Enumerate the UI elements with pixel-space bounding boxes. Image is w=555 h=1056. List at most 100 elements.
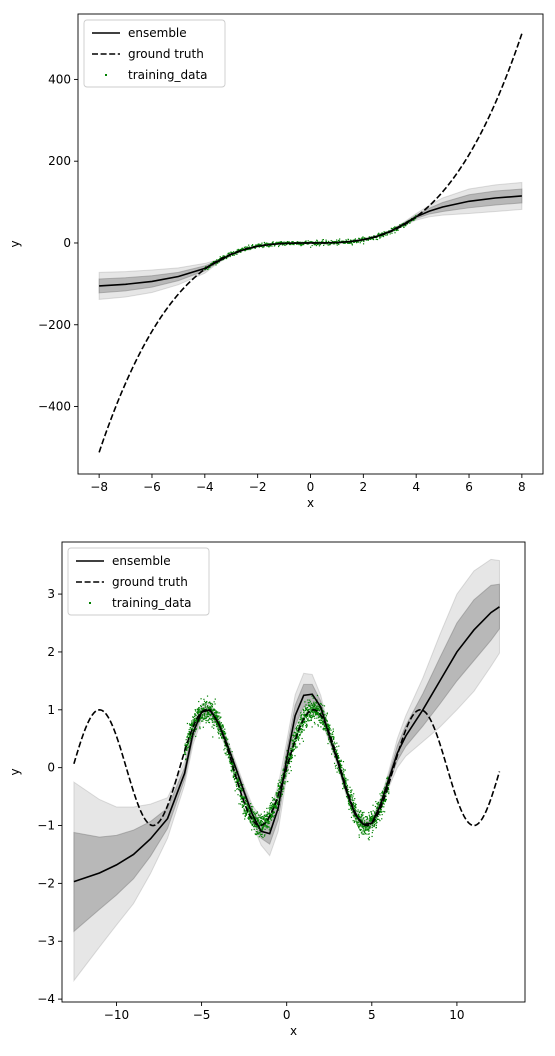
- training-data-point: [243, 808, 244, 809]
- training-data-point: [264, 814, 265, 815]
- training-data-point: [413, 219, 414, 220]
- training-data-point: [195, 709, 196, 710]
- training-data-point: [303, 712, 304, 713]
- training-data-point: [190, 727, 191, 728]
- training-data-point: [365, 829, 366, 830]
- training-data-point: [372, 815, 373, 816]
- training-data-point: [227, 754, 228, 755]
- training-data-point: [382, 791, 383, 792]
- training-data-point: [231, 766, 232, 767]
- training-data-point: [219, 722, 220, 723]
- training-data-point: [293, 735, 294, 736]
- training-data-point: [409, 223, 410, 224]
- training-data-point: [209, 701, 210, 702]
- training-data-point: [269, 823, 270, 824]
- training-data-point: [381, 809, 382, 810]
- training-data-point: [268, 821, 269, 822]
- training-data-point: [297, 725, 298, 726]
- training-data-point: [372, 832, 373, 833]
- training-data-point: [353, 802, 354, 803]
- training-data-point: [303, 729, 304, 730]
- training-data-point: [284, 778, 285, 779]
- training-data-point: [331, 240, 332, 241]
- training-data-point: [361, 829, 362, 830]
- training-data-point: [194, 713, 195, 714]
- x-tick-label: 8: [518, 480, 526, 494]
- training-data-point: [202, 717, 203, 718]
- training-data-point: [256, 813, 257, 814]
- training-data-point: [212, 704, 213, 705]
- training-data-point: [263, 827, 264, 828]
- training-data-point: [204, 713, 205, 714]
- training-data-point: [221, 722, 222, 723]
- training-data-point: [379, 814, 380, 815]
- x-tick-label: 5: [368, 1008, 376, 1022]
- y-tick-label: −1: [37, 819, 55, 833]
- training-data-point: [366, 833, 367, 834]
- training-data-point: [198, 712, 199, 713]
- training-data-point: [225, 753, 226, 754]
- training-data-point: [351, 789, 352, 790]
- training-data-point: [300, 734, 301, 735]
- training-data-point: [306, 708, 307, 709]
- training-data-point: [350, 796, 351, 797]
- training-data-point: [377, 806, 378, 807]
- training-data-point: [314, 706, 315, 707]
- training-data-point: [341, 761, 342, 762]
- training-data-point: [364, 820, 365, 821]
- training-data-point: [293, 241, 294, 242]
- training-data-point: [200, 698, 201, 699]
- training-data-point: [310, 247, 311, 248]
- training-data-point: [276, 242, 277, 243]
- training-data-point: [351, 799, 352, 800]
- training-data-point: [313, 698, 314, 699]
- training-data-point: [305, 704, 306, 705]
- training-data-point: [236, 254, 237, 255]
- training-data-point: [296, 729, 297, 730]
- training-data-point: [363, 833, 364, 834]
- training-data-point: [358, 822, 359, 823]
- training-data-point: [369, 837, 370, 838]
- training-data-point: [312, 245, 313, 246]
- training-data-point: [257, 831, 258, 832]
- training-data-point: [346, 779, 347, 780]
- training-data-point: [314, 723, 315, 724]
- training-data-point: [261, 818, 262, 819]
- training-data-point: [219, 712, 220, 713]
- training-data-point: [356, 804, 357, 805]
- training-data-point: [269, 246, 270, 247]
- training-data-point: [387, 234, 388, 235]
- training-data-point: [279, 245, 280, 246]
- training-data-point: [377, 239, 378, 240]
- training-data-point: [343, 769, 344, 770]
- training-data-point: [403, 226, 404, 227]
- training-data-point: [351, 809, 352, 810]
- training-data-point: [362, 825, 363, 826]
- training-data-point: [261, 822, 262, 823]
- training-data-point: [379, 236, 380, 237]
- training-data-point: [306, 724, 307, 725]
- training-data-point: [259, 836, 260, 837]
- training-data-point: [383, 806, 384, 807]
- training-data-point: [304, 722, 305, 723]
- training-data-point: [378, 233, 379, 234]
- training-data-point: [208, 716, 209, 717]
- training-data-point: [303, 724, 304, 725]
- training-data-point: [374, 824, 375, 825]
- training-data-point: [290, 766, 291, 767]
- training-data-point: [361, 814, 362, 815]
- training-data-point: [368, 830, 369, 831]
- top-chart: −8 −6 −4 −2 0 2 4 6 8−400−2000200400xyensemblegr…: [8, 14, 543, 510]
- training-data-point: [316, 245, 317, 246]
- legend-label: ground truth: [112, 575, 188, 589]
- training-data-point: [344, 776, 345, 777]
- training-data-point: [333, 731, 334, 732]
- training-data-point: [217, 716, 218, 717]
- training-data-point: [376, 239, 377, 240]
- training-data-point: [311, 720, 312, 721]
- training-data-point: [270, 803, 271, 804]
- y-axis-label: y: [8, 768, 22, 775]
- training-data-point: [281, 779, 282, 780]
- training-data-point: [290, 244, 291, 245]
- training-data-point: [307, 707, 308, 708]
